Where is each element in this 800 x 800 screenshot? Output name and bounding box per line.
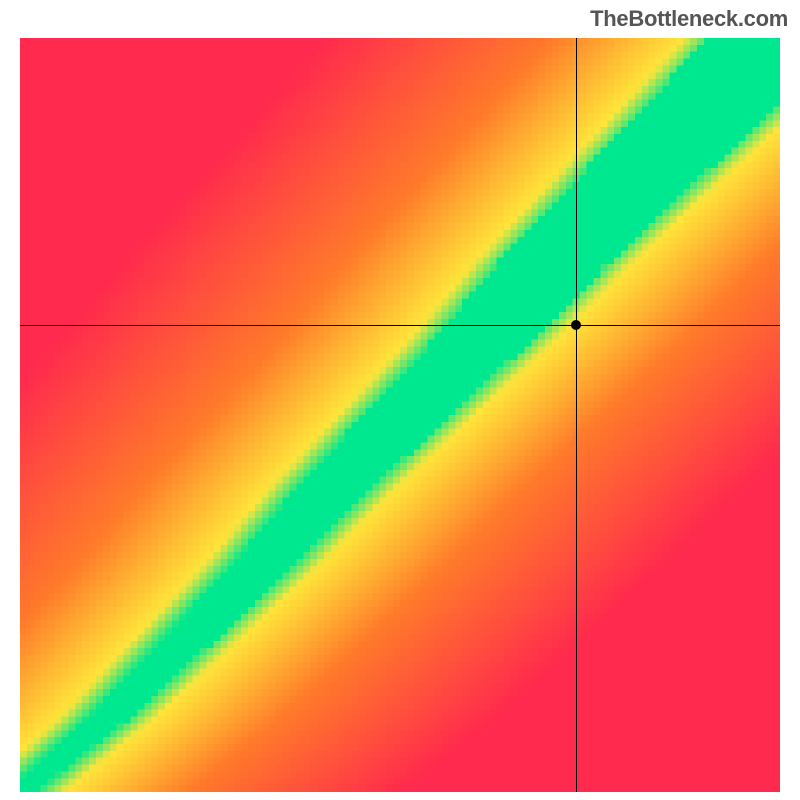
crosshair-horizontal — [20, 325, 780, 326]
watermark-text: TheBottleneck.com — [590, 6, 788, 32]
plot-area — [20, 38, 780, 792]
crosshair-vertical — [576, 38, 577, 792]
chart-container: TheBottleneck.com — [0, 0, 800, 800]
marker-dot — [571, 320, 581, 330]
heatmap-canvas — [20, 38, 780, 792]
